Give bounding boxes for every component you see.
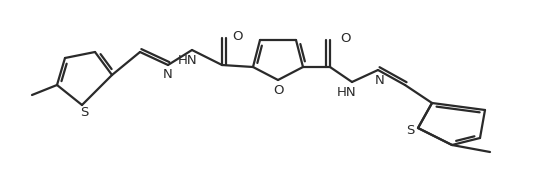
Text: S: S <box>80 106 88 119</box>
Text: N: N <box>163 68 173 81</box>
Text: O: O <box>232 29 242 43</box>
Text: HN: HN <box>178 54 198 67</box>
Text: O: O <box>273 84 284 97</box>
Text: S: S <box>406 123 414 136</box>
Text: HN: HN <box>337 87 357 99</box>
Text: N: N <box>375 74 385 88</box>
Text: O: O <box>340 32 350 44</box>
